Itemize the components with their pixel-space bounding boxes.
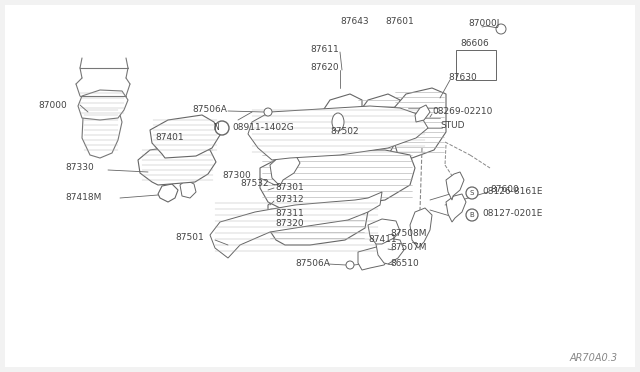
Polygon shape	[248, 106, 428, 160]
Polygon shape	[270, 154, 300, 186]
Text: 87301: 87301	[275, 183, 304, 192]
Polygon shape	[268, 186, 370, 245]
Text: 87418M: 87418M	[65, 192, 101, 202]
Text: 87508M: 87508M	[390, 228, 426, 237]
Text: 87330: 87330	[65, 164, 93, 173]
Polygon shape	[180, 180, 196, 198]
Polygon shape	[410, 208, 432, 248]
Polygon shape	[415, 105, 430, 122]
Polygon shape	[158, 184, 178, 202]
Text: 87312: 87312	[275, 196, 303, 205]
Text: 87532: 87532	[240, 179, 269, 187]
Polygon shape	[368, 219, 400, 244]
Polygon shape	[318, 94, 362, 158]
Text: 08269-02210: 08269-02210	[432, 108, 492, 116]
Text: 87311: 87311	[275, 208, 304, 218]
Text: 87506A: 87506A	[192, 106, 227, 115]
Circle shape	[346, 261, 354, 269]
Text: 87411: 87411	[368, 235, 397, 244]
Text: 87630: 87630	[448, 74, 477, 83]
Polygon shape	[376, 238, 404, 264]
Text: B: B	[470, 212, 474, 218]
Polygon shape	[150, 115, 220, 158]
Polygon shape	[358, 246, 390, 270]
Text: 87320: 87320	[275, 218, 303, 228]
Bar	[305, 18, 560, 166]
Text: 08911-1402G: 08911-1402G	[232, 124, 294, 132]
Text: 87507M: 87507M	[390, 244, 426, 253]
Ellipse shape	[332, 113, 344, 131]
Text: 87601: 87601	[385, 17, 413, 26]
Bar	[456, 50, 496, 80]
Text: S: S	[470, 190, 474, 196]
Text: 87501: 87501	[175, 234, 204, 243]
Text: 87000: 87000	[38, 100, 67, 109]
Circle shape	[496, 24, 506, 34]
Text: 87600: 87600	[490, 186, 519, 195]
Text: N: N	[213, 124, 219, 132]
Text: 87502: 87502	[330, 128, 358, 137]
Text: 87300: 87300	[222, 170, 251, 180]
Polygon shape	[210, 192, 382, 258]
Text: 86606: 86606	[460, 39, 489, 48]
Circle shape	[264, 108, 272, 116]
Text: STUD: STUD	[440, 121, 465, 129]
Text: 87000J: 87000J	[468, 19, 499, 29]
Polygon shape	[260, 150, 415, 208]
Text: 87611: 87611	[310, 45, 339, 55]
Polygon shape	[355, 94, 400, 158]
Polygon shape	[446, 194, 466, 222]
Text: 87620: 87620	[310, 64, 339, 73]
Text: 87401: 87401	[155, 134, 184, 142]
Circle shape	[466, 209, 478, 221]
Text: 08126-8161E: 08126-8161E	[482, 187, 543, 196]
Polygon shape	[78, 90, 128, 120]
Polygon shape	[138, 145, 216, 185]
Text: 86510: 86510	[390, 259, 419, 267]
Text: AR70A0.3: AR70A0.3	[570, 353, 618, 363]
Text: 87643: 87643	[340, 17, 369, 26]
Polygon shape	[446, 172, 464, 200]
Polygon shape	[256, 145, 428, 247]
Text: 08127-0201E: 08127-0201E	[482, 209, 542, 218]
Text: 87506A: 87506A	[295, 259, 330, 267]
Polygon shape	[82, 104, 122, 158]
Polygon shape	[393, 88, 446, 158]
Circle shape	[215, 121, 229, 135]
Circle shape	[466, 187, 478, 199]
Bar	[28, 18, 190, 166]
